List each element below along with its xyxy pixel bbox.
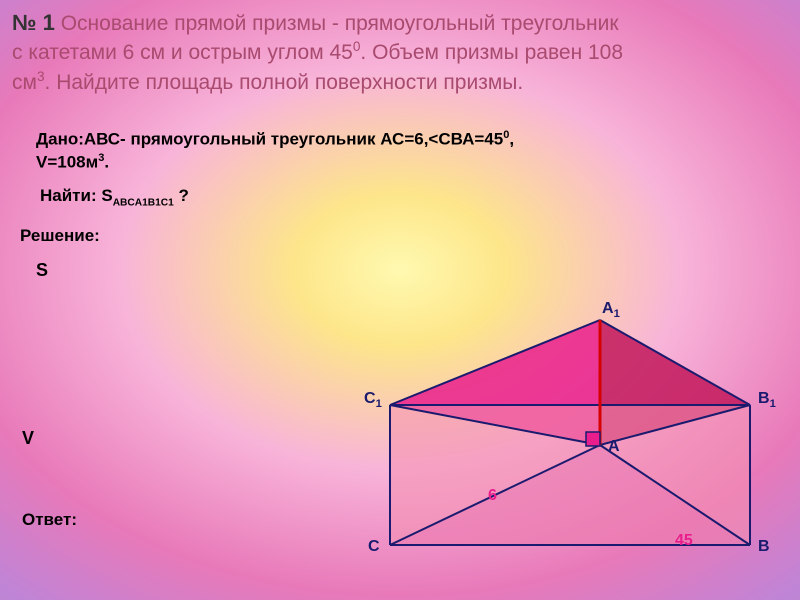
prism-svg [310, 290, 770, 570]
cube-sup: 3 [37, 69, 45, 84]
vertex-label-C1: С1 [364, 390, 382, 410]
problem-number: № 1 [12, 10, 55, 35]
problem-line3a: см [12, 71, 37, 94]
given-line2: V=108м [36, 152, 98, 171]
problem-line3b: . Найдите площадь полной поверхности при… [45, 71, 524, 94]
solution-label: Решение: [20, 226, 100, 246]
problem-line1: Основание прямой призмы - прямоугольный … [61, 12, 619, 35]
vertex-label-B: В [758, 538, 770, 556]
problem-statement: № 1 Основание прямой призмы - прямоуголь… [12, 8, 788, 97]
problem-line2a: с катетами 6 см и острым углом 45 [12, 41, 353, 64]
vertex-label-C: С [368, 538, 380, 556]
given-block: Дано:АВС- прямоугольный треугольник АС=6… [36, 128, 514, 174]
dim-six: 6 [488, 487, 497, 505]
vertex-label-A1: А1 [602, 300, 620, 320]
vertex-label-B1: В1 [758, 390, 776, 410]
find-sub: ABCA1B1C1 [113, 197, 174, 208]
given-line1: Дано:АВС- прямоугольный треугольник АС=6… [36, 130, 503, 149]
v-label: V [22, 428, 34, 449]
problem-line2b: . Объем призмы равен 108 [360, 41, 623, 64]
prism-diagram: А1С1В1АСВ 645 [310, 290, 770, 570]
find-suffix: ? [174, 186, 189, 205]
find-prefix: Найти: S [40, 186, 113, 205]
s-label: S [36, 260, 48, 281]
dim-angle: 45 [675, 532, 693, 550]
answer-label: Ответ: [22, 510, 77, 530]
vertex-label-A: А [608, 438, 620, 456]
find-block: Найти: SABCA1B1C1 ? [40, 186, 189, 208]
